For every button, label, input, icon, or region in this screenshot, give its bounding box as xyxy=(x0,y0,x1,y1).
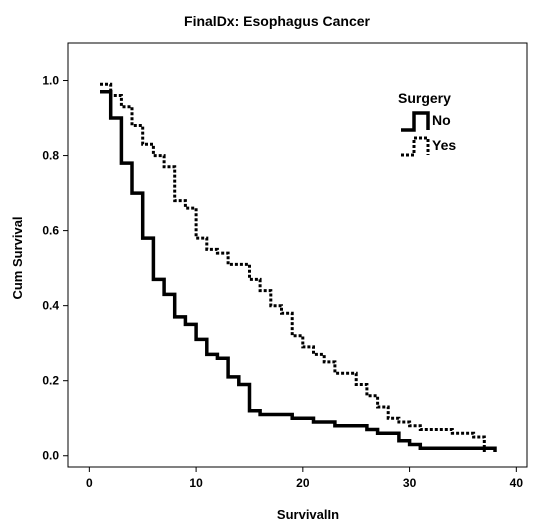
legend-label-no: No xyxy=(432,112,451,128)
legend: Surgery No Yes xyxy=(398,90,456,157)
y-tick-label: 0.2 xyxy=(42,374,59,388)
y-tick-label: 0.8 xyxy=(42,149,59,163)
x-axis-label: SurvivalIn xyxy=(277,507,339,522)
legend-symbol-yes xyxy=(401,136,430,157)
plot-frame xyxy=(67,42,528,468)
x-tick-label: 30 xyxy=(403,476,417,490)
series-line-no xyxy=(100,90,497,452)
series-line-yes xyxy=(100,82,486,452)
x-tick-label: 10 xyxy=(189,476,203,490)
chart-title: FinalDx: Esophagus Cancer xyxy=(184,13,370,29)
x-tick-label: 40 xyxy=(510,476,524,490)
y-tick-label: 0.4 xyxy=(42,299,59,313)
legend-symbol-no xyxy=(401,111,430,132)
y-axis-label: Cum Survival xyxy=(10,216,25,299)
y-tick-label: 1.0 xyxy=(42,74,59,88)
x-axis: 0 10 20 30 40 xyxy=(86,467,523,490)
y-tick-label: 0.6 xyxy=(42,224,59,238)
legend-label-yes: Yes xyxy=(432,137,456,153)
y-axis: 0.0 0.2 0.4 0.6 0.8 1.0 xyxy=(42,74,68,463)
legend-title: Surgery xyxy=(398,90,451,106)
x-tick-label: 20 xyxy=(296,476,310,490)
y-tick-label: 0.0 xyxy=(42,449,59,463)
x-tick-label: 0 xyxy=(86,476,93,490)
series-layer xyxy=(100,82,497,452)
